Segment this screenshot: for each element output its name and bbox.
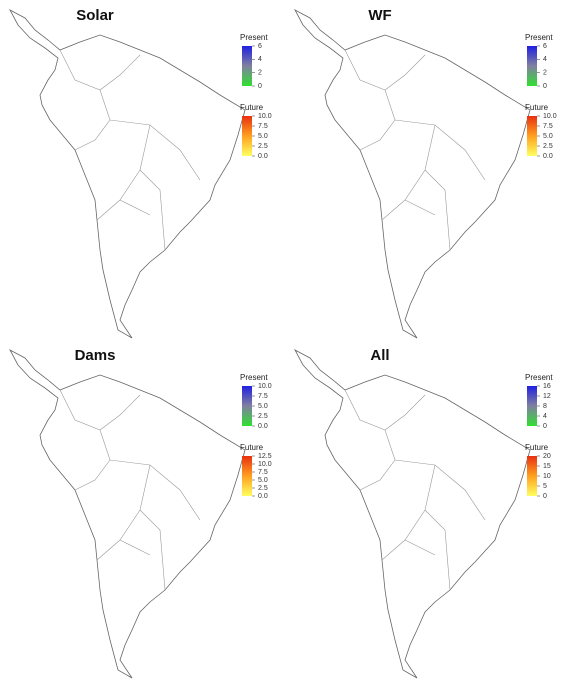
legend-tick-label: 6 xyxy=(543,43,547,50)
legend-title: Future xyxy=(525,103,549,112)
legend-title: Future xyxy=(240,443,264,452)
legend-tick-label: 8 xyxy=(543,403,547,410)
legend-tick-label: 2.5 xyxy=(543,143,553,150)
legend-tick-label: 7.5 xyxy=(258,469,268,476)
color-bar xyxy=(527,116,537,156)
legend-title: Present xyxy=(240,373,268,382)
legend-title: Present xyxy=(525,373,553,382)
legend-tick-label: 2 xyxy=(258,70,262,77)
panel-title: WF xyxy=(368,7,391,24)
map-panel: DamsPresent10.07.55.02.50.0Future12.510.… xyxy=(9,347,272,679)
legend-tick-label: 10.0 xyxy=(258,383,272,390)
legend-tick-label: 7.5 xyxy=(258,393,268,400)
legend-tick-label: 16 xyxy=(543,383,551,390)
color-bar xyxy=(527,456,537,496)
legend-tick-label: 5.0 xyxy=(543,133,553,140)
legend-tick-label: 0 xyxy=(543,83,547,90)
legend-tick-label: 4 xyxy=(543,413,547,420)
legend-tick-label: 2.5 xyxy=(258,485,268,492)
legend-tick-label: 4 xyxy=(258,56,262,63)
legend-title: Present xyxy=(525,33,553,42)
color-bar xyxy=(527,46,537,86)
legend-tick-label: 10.0 xyxy=(258,461,272,468)
legend-tick-label: 6 xyxy=(258,43,262,50)
legend-title: Present xyxy=(240,33,268,42)
continent-outline xyxy=(9,9,246,339)
panel-title: All xyxy=(370,347,389,364)
legend-tick-label: 0.0 xyxy=(258,153,268,160)
continent-outline xyxy=(294,9,531,339)
legend-tick-label: 0 xyxy=(543,493,547,500)
legend-tick-label: 10.0 xyxy=(543,113,557,120)
color-bar xyxy=(527,386,537,426)
legend-tick-label: 2 xyxy=(543,70,547,77)
legend-tick-label: 2.5 xyxy=(258,413,268,420)
legend-title: Future xyxy=(240,103,264,112)
legend-tick-label: 0.0 xyxy=(543,153,553,160)
legend-tick-label: 7.5 xyxy=(258,123,268,130)
legend-tick-label: 15 xyxy=(543,463,551,470)
legend-tick-label: 7.5 xyxy=(543,123,553,130)
legend-tick-label: 5.0 xyxy=(258,477,268,484)
legend-tick-label: 4 xyxy=(543,56,547,63)
legend-tick-label: 20 xyxy=(543,453,551,460)
legend-tick-label: 2.5 xyxy=(258,143,268,150)
legend-tick-label: 12 xyxy=(543,393,551,400)
continent-outline xyxy=(294,349,531,679)
legend-tick-label: 0 xyxy=(543,423,547,430)
legend-tick-label: 12.5 xyxy=(258,453,272,460)
legend-tick-label: 5.0 xyxy=(258,403,268,410)
panel-title: Dams xyxy=(75,347,116,364)
legend-tick-label: 5 xyxy=(543,483,547,490)
legend-tick-label: 10 xyxy=(543,473,551,480)
legend-tick-label: 0 xyxy=(258,83,262,90)
color-bar xyxy=(242,386,252,426)
legend-tick-label: 0.0 xyxy=(258,493,268,500)
panel-title: Solar xyxy=(76,7,114,24)
color-bar xyxy=(242,116,252,156)
legend-tick-label: 0.0 xyxy=(258,423,268,430)
color-bar xyxy=(242,46,252,86)
legend-tick-label: 10.0 xyxy=(258,113,272,120)
legend-title: Future xyxy=(525,443,549,452)
legend-tick-label: 5.0 xyxy=(258,133,268,140)
continent-outline xyxy=(9,349,246,679)
color-bar xyxy=(242,456,252,496)
